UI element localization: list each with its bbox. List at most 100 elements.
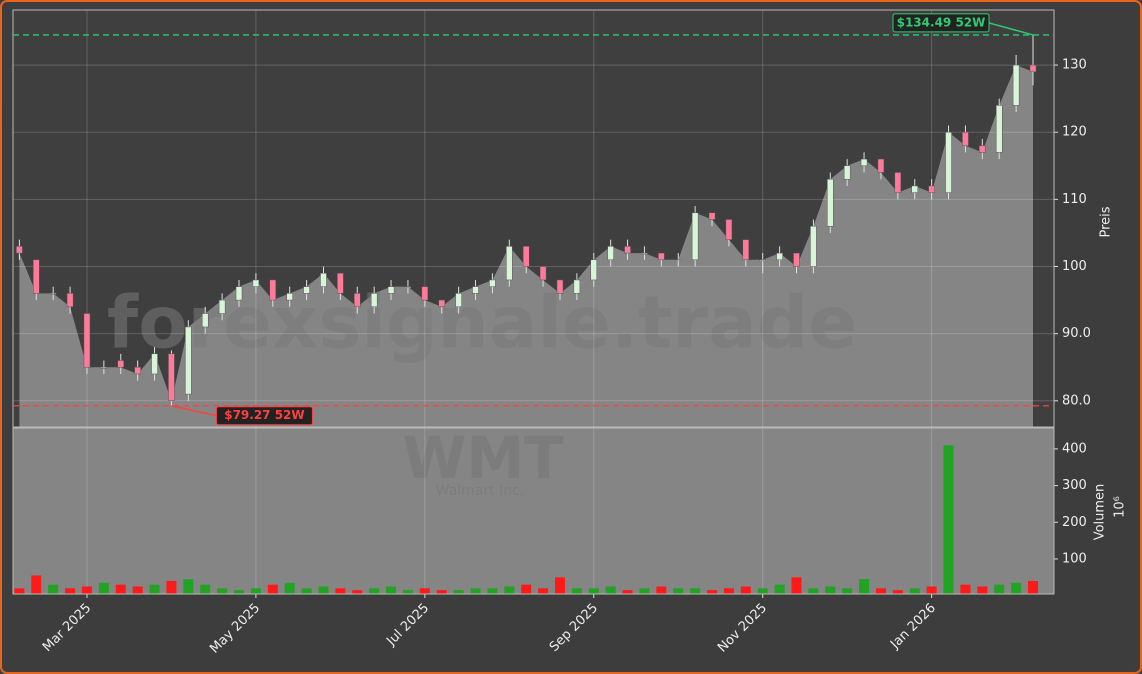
candle-body — [708, 212, 716, 220]
candle-body — [100, 366, 108, 369]
annotation-label: $134.49 52W — [897, 15, 986, 29]
candle-body — [641, 252, 648, 255]
volume-bar — [301, 588, 312, 594]
candle-body — [843, 165, 851, 180]
candle-body — [252, 279, 260, 287]
volume-bar — [284, 582, 295, 594]
annotation-arrow — [988, 22, 1034, 36]
candle-body — [320, 272, 327, 287]
candle-body — [995, 105, 1003, 153]
volume-panel — [13, 428, 1054, 594]
volume-bar — [825, 586, 836, 594]
candle-body — [117, 360, 125, 368]
volume-bar — [994, 584, 1005, 594]
candle-body — [793, 252, 800, 267]
candle-body — [742, 239, 750, 261]
candle-body — [303, 286, 310, 294]
volume-bar — [892, 590, 903, 594]
candle-body — [269, 279, 277, 301]
volume-bar — [1011, 582, 1022, 594]
volume-border — [12, 427, 1055, 595]
candle-body — [185, 326, 192, 395]
candle-body — [354, 293, 361, 308]
candle-body — [725, 219, 733, 240]
candle-body — [168, 353, 175, 402]
company-watermark: Walmart Inc. — [436, 483, 524, 499]
volume-bar — [81, 586, 92, 594]
candle-body — [472, 286, 479, 294]
annotation-box — [215, 406, 313, 426]
volume-bar — [352, 590, 363, 594]
volume-bar — [554, 577, 565, 594]
y-tick-label: 80.0 — [1062, 393, 1091, 408]
candle-body — [387, 286, 395, 294]
candle-body — [201, 313, 209, 328]
y-tick-label: 100 — [1062, 259, 1087, 274]
candle-body — [776, 252, 783, 261]
candle-body — [827, 178, 834, 227]
volume-bar — [740, 586, 751, 594]
volume-bar — [571, 588, 582, 594]
candle-body — [33, 259, 40, 294]
volume-axis-label: Volumen — [1093, 484, 1108, 541]
volume-bar — [774, 584, 785, 594]
volume-bar — [977, 586, 988, 594]
candle-body — [691, 212, 699, 261]
volume-bar — [335, 588, 346, 594]
annotation-arrow — [171, 404, 217, 417]
candle-body — [1012, 64, 1020, 106]
volume-bar — [318, 586, 329, 594]
y-tick-label: 90.0 — [1062, 326, 1091, 341]
volume-bar — [402, 590, 413, 594]
y-axis-label: Preis — [1099, 206, 1114, 237]
volume-bar — [267, 584, 278, 594]
candle-body — [877, 158, 885, 173]
volume-bar — [487, 588, 498, 594]
volume-bar — [65, 588, 76, 594]
volume-bar — [757, 588, 768, 594]
volume-bar — [960, 584, 971, 594]
volume-tick-label: 400 — [1062, 441, 1087, 456]
y-tick-label: 110 — [1062, 192, 1087, 207]
volume-bar — [504, 586, 515, 594]
volume-bar — [926, 586, 937, 594]
candle-body — [218, 299, 226, 314]
candle-body — [83, 313, 91, 368]
candle-body — [151, 353, 158, 375]
volume-bar — [183, 579, 194, 594]
candle-body — [337, 272, 344, 294]
candle-body — [979, 145, 986, 153]
candle-body — [911, 185, 918, 193]
candle-body — [539, 266, 547, 281]
volume-bar — [149, 584, 160, 594]
volume-bar — [842, 588, 853, 594]
candle-body — [590, 259, 598, 281]
volume-bar — [639, 588, 650, 594]
volume-bar — [588, 588, 599, 594]
volume-bar — [386, 586, 397, 594]
candle-body — [66, 293, 74, 308]
candle-body — [522, 246, 530, 267]
candle-body — [1029, 64, 1037, 73]
candle-body — [607, 246, 614, 261]
volume-bar — [14, 588, 25, 594]
candle-body — [894, 172, 902, 193]
price-area — [19, 65, 1033, 427]
candle-body — [860, 158, 868, 167]
volume-bar — [622, 590, 633, 594]
volume-bar — [791, 577, 802, 594]
candle-body — [49, 293, 57, 295]
volume-bar — [98, 582, 109, 594]
volume-bar — [419, 588, 430, 594]
candle-body — [506, 246, 513, 281]
candle-body — [624, 246, 631, 254]
volume-bar — [470, 588, 481, 594]
volume-bar — [690, 588, 701, 594]
volume-bar — [605, 586, 616, 594]
ticker-watermark: WMT — [402, 424, 564, 492]
volume-bar — [436, 590, 447, 594]
volume-bar — [166, 580, 177, 594]
volume-bar — [707, 590, 718, 594]
candle-body — [928, 185, 935, 193]
volume-bar — [234, 590, 245, 594]
